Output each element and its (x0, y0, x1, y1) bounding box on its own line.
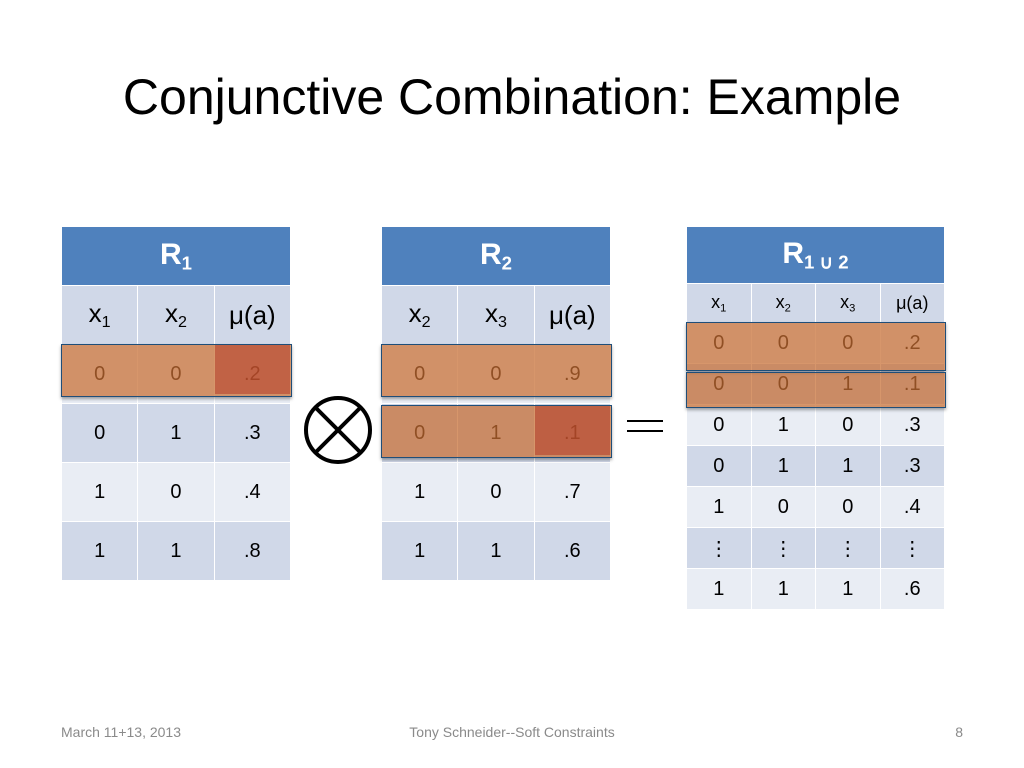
column-header: x3 (457, 285, 535, 345)
table-cell: 0 (686, 404, 752, 446)
table-cell: ⋮ (815, 527, 881, 569)
column-header: x2 (137, 285, 215, 345)
table-cell: 1 (750, 445, 816, 487)
table-cell: 0 (457, 462, 535, 522)
table-row: 1 1 .6 (380, 521, 612, 581)
table-cell: .3 (879, 445, 945, 487)
column-header: x1 (60, 285, 139, 345)
table-row: ⋮ ⋮ ⋮ ⋮ (686, 527, 945, 569)
otimes-icon (304, 396, 372, 464)
table-cell: 1 (457, 521, 535, 581)
table-cell: .7 (533, 462, 612, 522)
table-r1-union-2: R1 ∪ 2 x1 x2 x3 μ(a) 0 0 0 .2 0 0 1 .1 0… (686, 226, 945, 610)
table-row: 1 1 1 .6 (686, 568, 945, 610)
table-r1-header: R1 (61, 226, 291, 286)
table-cell: 1 (137, 403, 215, 463)
table-cell: .3 (213, 403, 292, 463)
table-cell: 0 (137, 462, 215, 522)
table-cell: 0 (686, 445, 752, 487)
column-header: μ(a) (533, 285, 612, 345)
table-row: 0 1 1 .3 (686, 445, 945, 487)
table-row: 0 1 0 .3 (686, 404, 945, 446)
table-cell: .8 (213, 521, 292, 581)
table-r2: R2 x2 x3 μ(a) 0 0 .9 0 1 .1 1 0 .7 1 1 .… (380, 226, 612, 581)
column-header: x3 (815, 283, 881, 323)
table-r2-header: R2 (381, 226, 611, 286)
page-number: 8 (955, 724, 963, 740)
table-cell: ⋮ (879, 527, 945, 569)
table-cell: 1 (750, 404, 816, 446)
highlight-r1-value (215, 345, 290, 394)
table-cell: 1 (815, 568, 881, 610)
column-header: x1 (686, 283, 752, 323)
table-cell: 1 (380, 462, 459, 522)
table-cell: ⋮ (686, 527, 752, 569)
highlight-r2-value (535, 406, 610, 455)
table-cell: .4 (213, 462, 292, 522)
table-cell: .4 (879, 486, 945, 528)
column-header: μ(a) (213, 285, 292, 345)
table-cell: .6 (533, 521, 612, 581)
highlight-r3-row-2 (686, 372, 946, 408)
table-cell: 1 (686, 486, 752, 528)
table-row: 1 0 .4 (60, 462, 292, 522)
highlight-r2-row-1 (381, 344, 612, 397)
footer-date: March 11+13, 2013 (61, 724, 181, 740)
table-cell: 0 (60, 403, 139, 463)
table-cell: 1 (60, 521, 139, 581)
table-cell: ⋮ (750, 527, 816, 569)
table-cell: .3 (879, 404, 945, 446)
table-r1: R1 x1 x2 μ(a) 0 0 .2 0 1 .3 1 0 .4 1 1 .… (60, 226, 292, 581)
table-cell: 0 (750, 486, 816, 528)
table-cell: .6 (879, 568, 945, 610)
table-row: 1 0 0 .4 (686, 486, 945, 528)
column-header: x2 (750, 283, 816, 323)
table-cell: 1 (686, 568, 752, 610)
equals-icon (627, 420, 663, 432)
footer-author: Tony Schneider--Soft Constraints (409, 724, 615, 740)
table-cell: 1 (750, 568, 816, 610)
table-cell: 1 (137, 521, 215, 581)
table-cell: 1 (60, 462, 139, 522)
table-cell: 0 (815, 486, 881, 528)
table-cell: 0 (815, 404, 881, 446)
table-row: 1 0 .7 (380, 462, 612, 522)
slide-title: Conjunctive Combination: Example (122, 69, 902, 125)
table-row: 0 1 .3 (60, 403, 292, 463)
column-header: μ(a) (879, 283, 945, 323)
table-cell: 1 (380, 521, 459, 581)
column-header: x2 (380, 285, 459, 345)
table-r3-header: R1 ∪ 2 (686, 226, 945, 284)
table-row: 1 1 .8 (60, 521, 292, 581)
highlight-r3-row-1 (686, 322, 946, 371)
table-cell: 1 (815, 445, 881, 487)
